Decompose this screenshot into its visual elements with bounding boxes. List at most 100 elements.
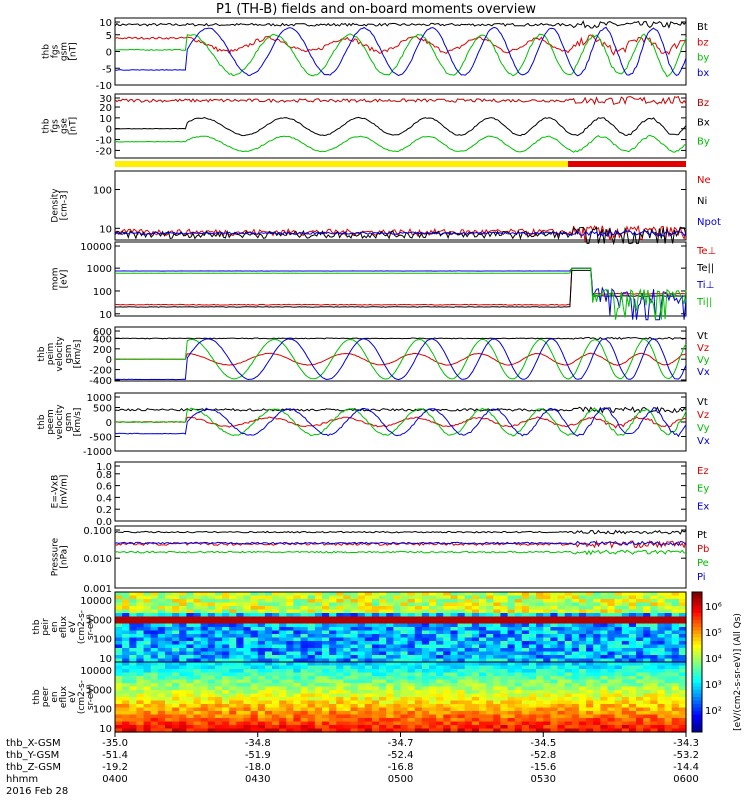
spectro-cell: [550, 665, 559, 670]
spectro-cell: [500, 693, 509, 698]
spectro-cell: [671, 648, 680, 653]
spectro-cell: [521, 700, 530, 705]
spectro-cell: [471, 669, 480, 674]
spectro-cell: [600, 700, 609, 705]
spectro-cell: [479, 725, 487, 730]
spectro-cell: [614, 669, 623, 674]
spectro-cell: [457, 721, 466, 726]
spectro-cell: [314, 602, 323, 607]
spectro-cell: [628, 725, 637, 730]
spectro-cell: [593, 697, 601, 702]
spectro-cell: [343, 627, 352, 632]
spectro-cell: [421, 704, 430, 709]
spectro-cell: [165, 693, 173, 698]
spectro-cell: [521, 665, 530, 670]
y-tick-label: 0: [106, 48, 112, 59]
panel-frame: [114, 392, 687, 452]
spectro-cell: [243, 697, 252, 702]
spectro-cell: [179, 620, 187, 625]
spectro-cell: [379, 693, 387, 698]
spectro-cell: [500, 728, 509, 733]
spectro-cell: [165, 620, 173, 625]
spectro-cell: [236, 630, 244, 635]
spectro-cell: [350, 627, 359, 632]
spectro-cell: [300, 616, 309, 621]
spectro-cell: [322, 721, 330, 726]
spectro-cell: [593, 648, 601, 653]
spectro-cell: [229, 683, 237, 688]
colorbar-tick: 10³: [705, 680, 722, 691]
spectro-cell: [207, 623, 216, 628]
spectro-cell: [264, 711, 273, 716]
spectro-cell: [200, 714, 209, 719]
spectro-cell: [493, 683, 501, 688]
spectro-cell: [550, 613, 559, 618]
spectro-cell: [393, 637, 402, 642]
y-tick-label: 10000: [80, 242, 112, 253]
spectro-cell: [578, 623, 587, 628]
spectro-y-label: eV: [68, 690, 78, 703]
spectro-cell: [429, 676, 437, 681]
spectro-cell: [493, 613, 501, 618]
spectro-cell: [628, 707, 637, 712]
spectro-cell: [628, 714, 637, 719]
spectro-cell: [564, 630, 573, 635]
spectro-cell: [136, 725, 145, 730]
spectro-cell: [571, 613, 580, 618]
spectro-cell: [464, 665, 473, 670]
spectro-cell: [336, 641, 344, 646]
spectro-cell: [307, 627, 316, 632]
spectro-cell: [614, 651, 623, 656]
spectro-cell: [272, 630, 280, 635]
spectro-cell: [243, 690, 252, 695]
spectro-cell: [564, 592, 573, 597]
spectro-cell: [636, 665, 644, 670]
spectro-cell: [414, 651, 423, 656]
spectro-cell: [207, 655, 216, 660]
spectro-cell: [350, 725, 359, 730]
spectro-cell: [157, 602, 166, 607]
spectro-cell: [129, 704, 137, 709]
spectro-cell: [543, 651, 551, 656]
legend-bx: bx: [697, 68, 709, 79]
spectro-cell: [493, 679, 501, 684]
spectro-cell: [643, 595, 651, 600]
spectro-cell: [521, 690, 530, 695]
spectro-cell: [165, 700, 173, 705]
y-tick-label: 0.6: [96, 482, 112, 493]
spectro-cell: [307, 721, 316, 726]
spectro-cell: [214, 609, 223, 614]
spectro-cell: [657, 602, 666, 607]
spectro-cell: [650, 672, 658, 677]
spectro-cell: [115, 690, 123, 695]
spectro-cell: [236, 658, 244, 663]
spectro-cell: [122, 697, 130, 702]
spectro-cell: [364, 606, 373, 611]
spectro-cell: [364, 707, 373, 712]
spectro-cell: [150, 725, 159, 730]
spectro-cell: [657, 683, 666, 688]
spectro-cell: [557, 655, 566, 660]
spectro-cell: [300, 725, 309, 730]
spectro-cell: [621, 679, 630, 684]
spectro-cell: [207, 630, 216, 635]
spectro-cell: [471, 613, 480, 618]
spectro-cell: [250, 655, 259, 660]
spectro-cell: [671, 672, 680, 677]
spectro-cell: [150, 679, 159, 684]
spectro-cell: [621, 634, 630, 639]
spectro-cell: [564, 648, 573, 653]
spectro-cell: [557, 721, 566, 726]
spectro-cell: [521, 627, 530, 632]
spectro-cell: [607, 655, 616, 660]
spectro-cell: [664, 679, 673, 684]
spectro-cell: [286, 700, 294, 705]
spectro-cell: [329, 662, 337, 667]
spectro-cell: [457, 620, 466, 625]
spectro-cell: [343, 620, 352, 625]
spectro-cell: [157, 655, 166, 660]
spectro-y-label: sr-eV): [86, 614, 96, 640]
spectro-cell: [165, 623, 173, 628]
spectro-cell: [450, 592, 459, 597]
spectro-cell: [129, 627, 137, 632]
